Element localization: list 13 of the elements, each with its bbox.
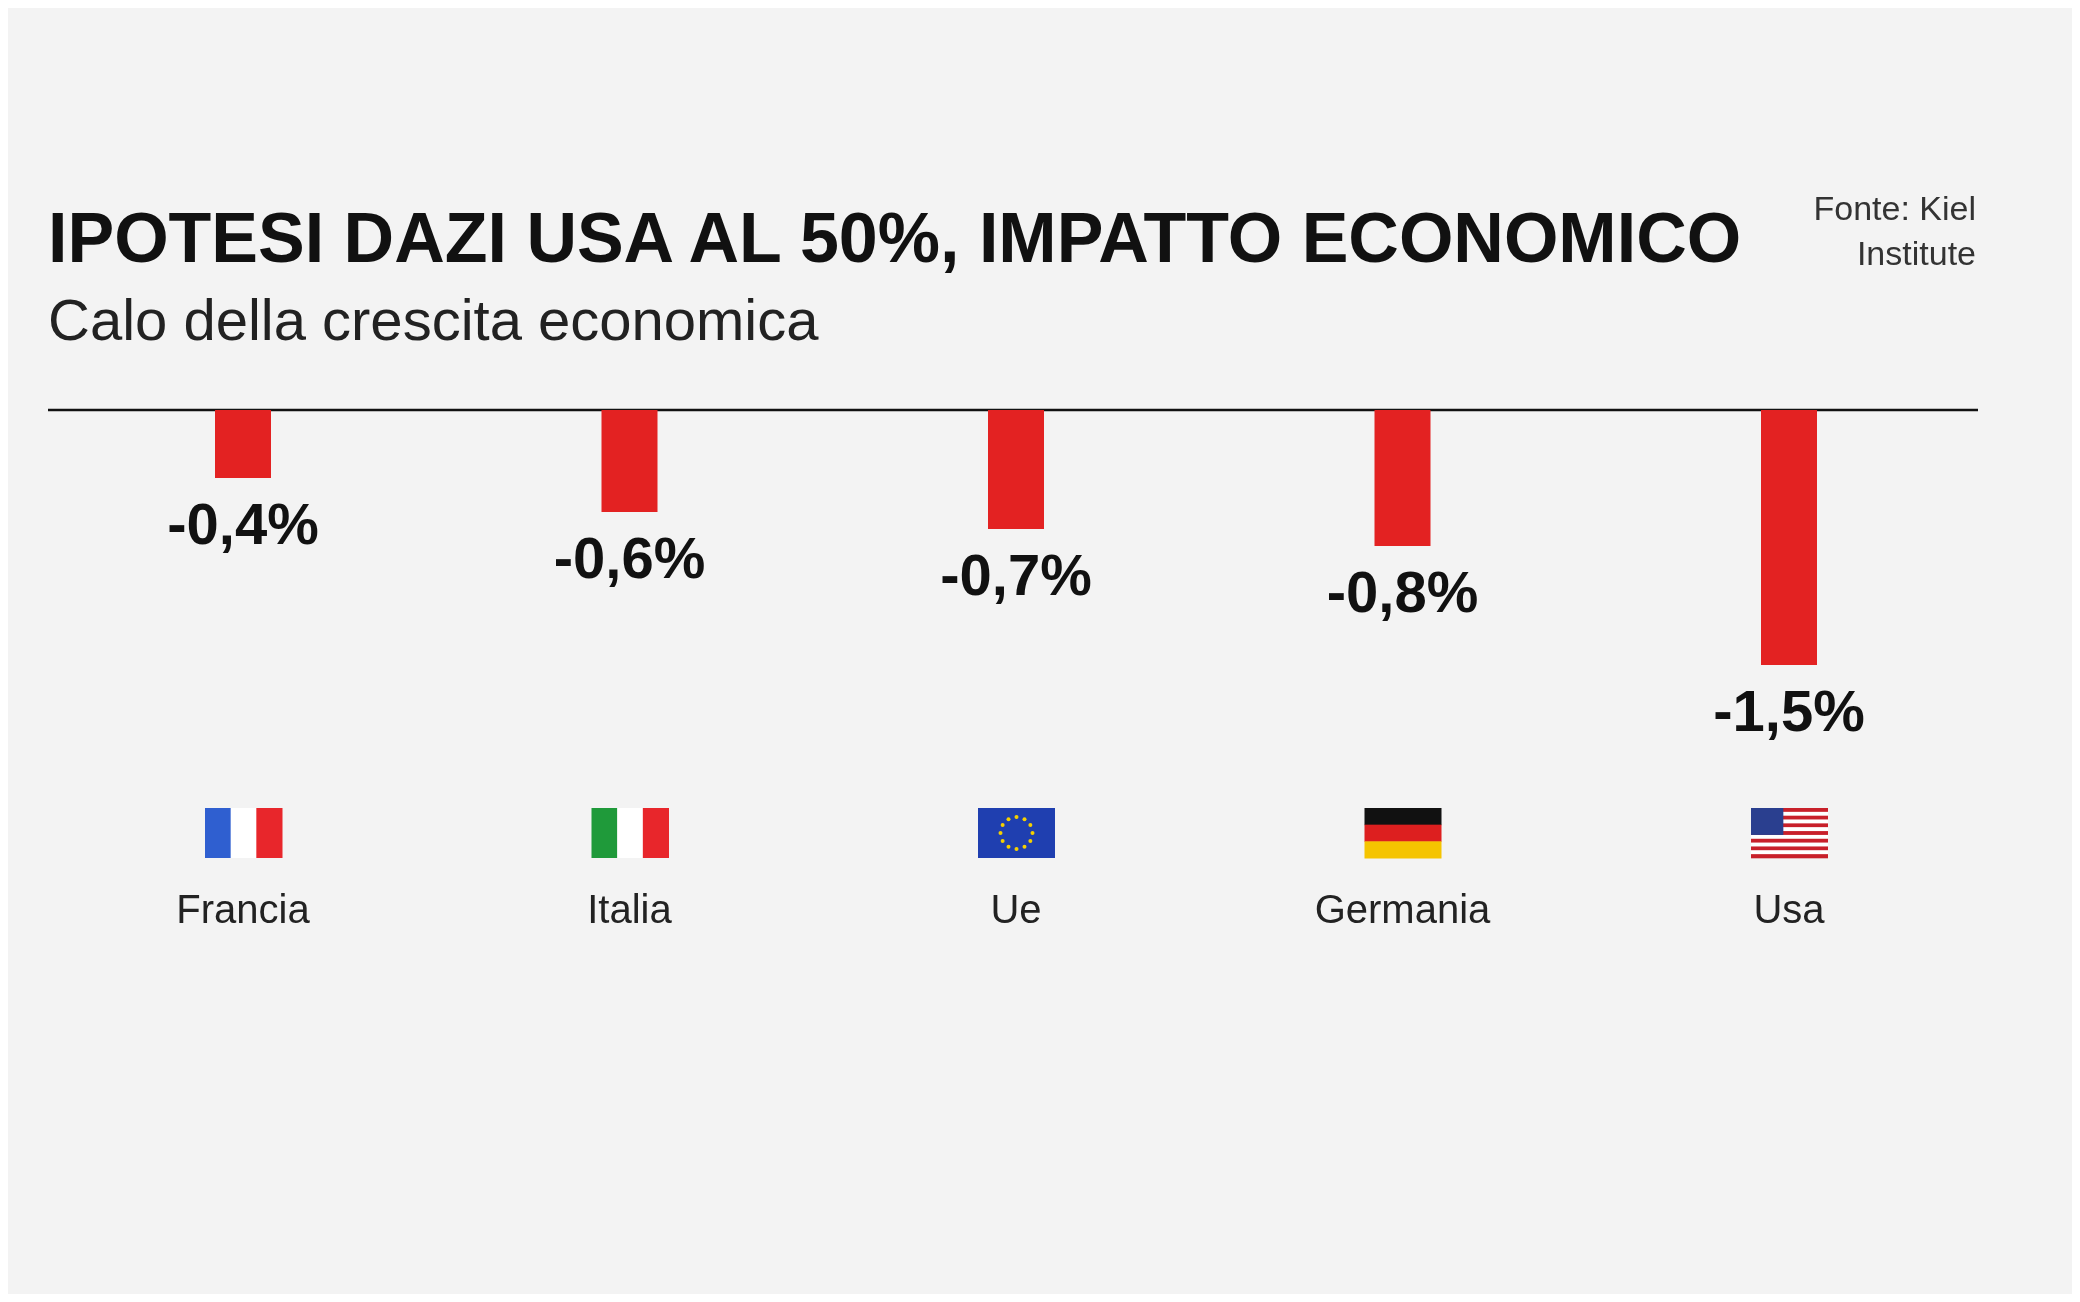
data-label: -0,4% <box>167 491 319 556</box>
data-label: -1,5% <box>1713 678 1865 743</box>
x-tick-label: Germania <box>1314 887 1492 931</box>
x-tick-label: Italia <box>587 887 673 931</box>
data-label: -0,6% <box>553 525 706 590</box>
data-label: -0,7% <box>940 542 1092 607</box>
data-label: -0,8% <box>1326 559 1479 624</box>
x-tick-label: Usa <box>1753 887 1826 931</box>
x-tick-label: Ue <box>990 887 1042 931</box>
chart-title: IPOTESI DAZI USA AL 50%, IMPATTO ECONOMICO <box>48 199 1742 277</box>
source-note: Fonte: Kiel Institute <box>1813 189 1976 272</box>
chart-subtitle: Calo della crescita economica <box>48 287 820 352</box>
x-tick-label: Francia <box>176 887 311 931</box>
